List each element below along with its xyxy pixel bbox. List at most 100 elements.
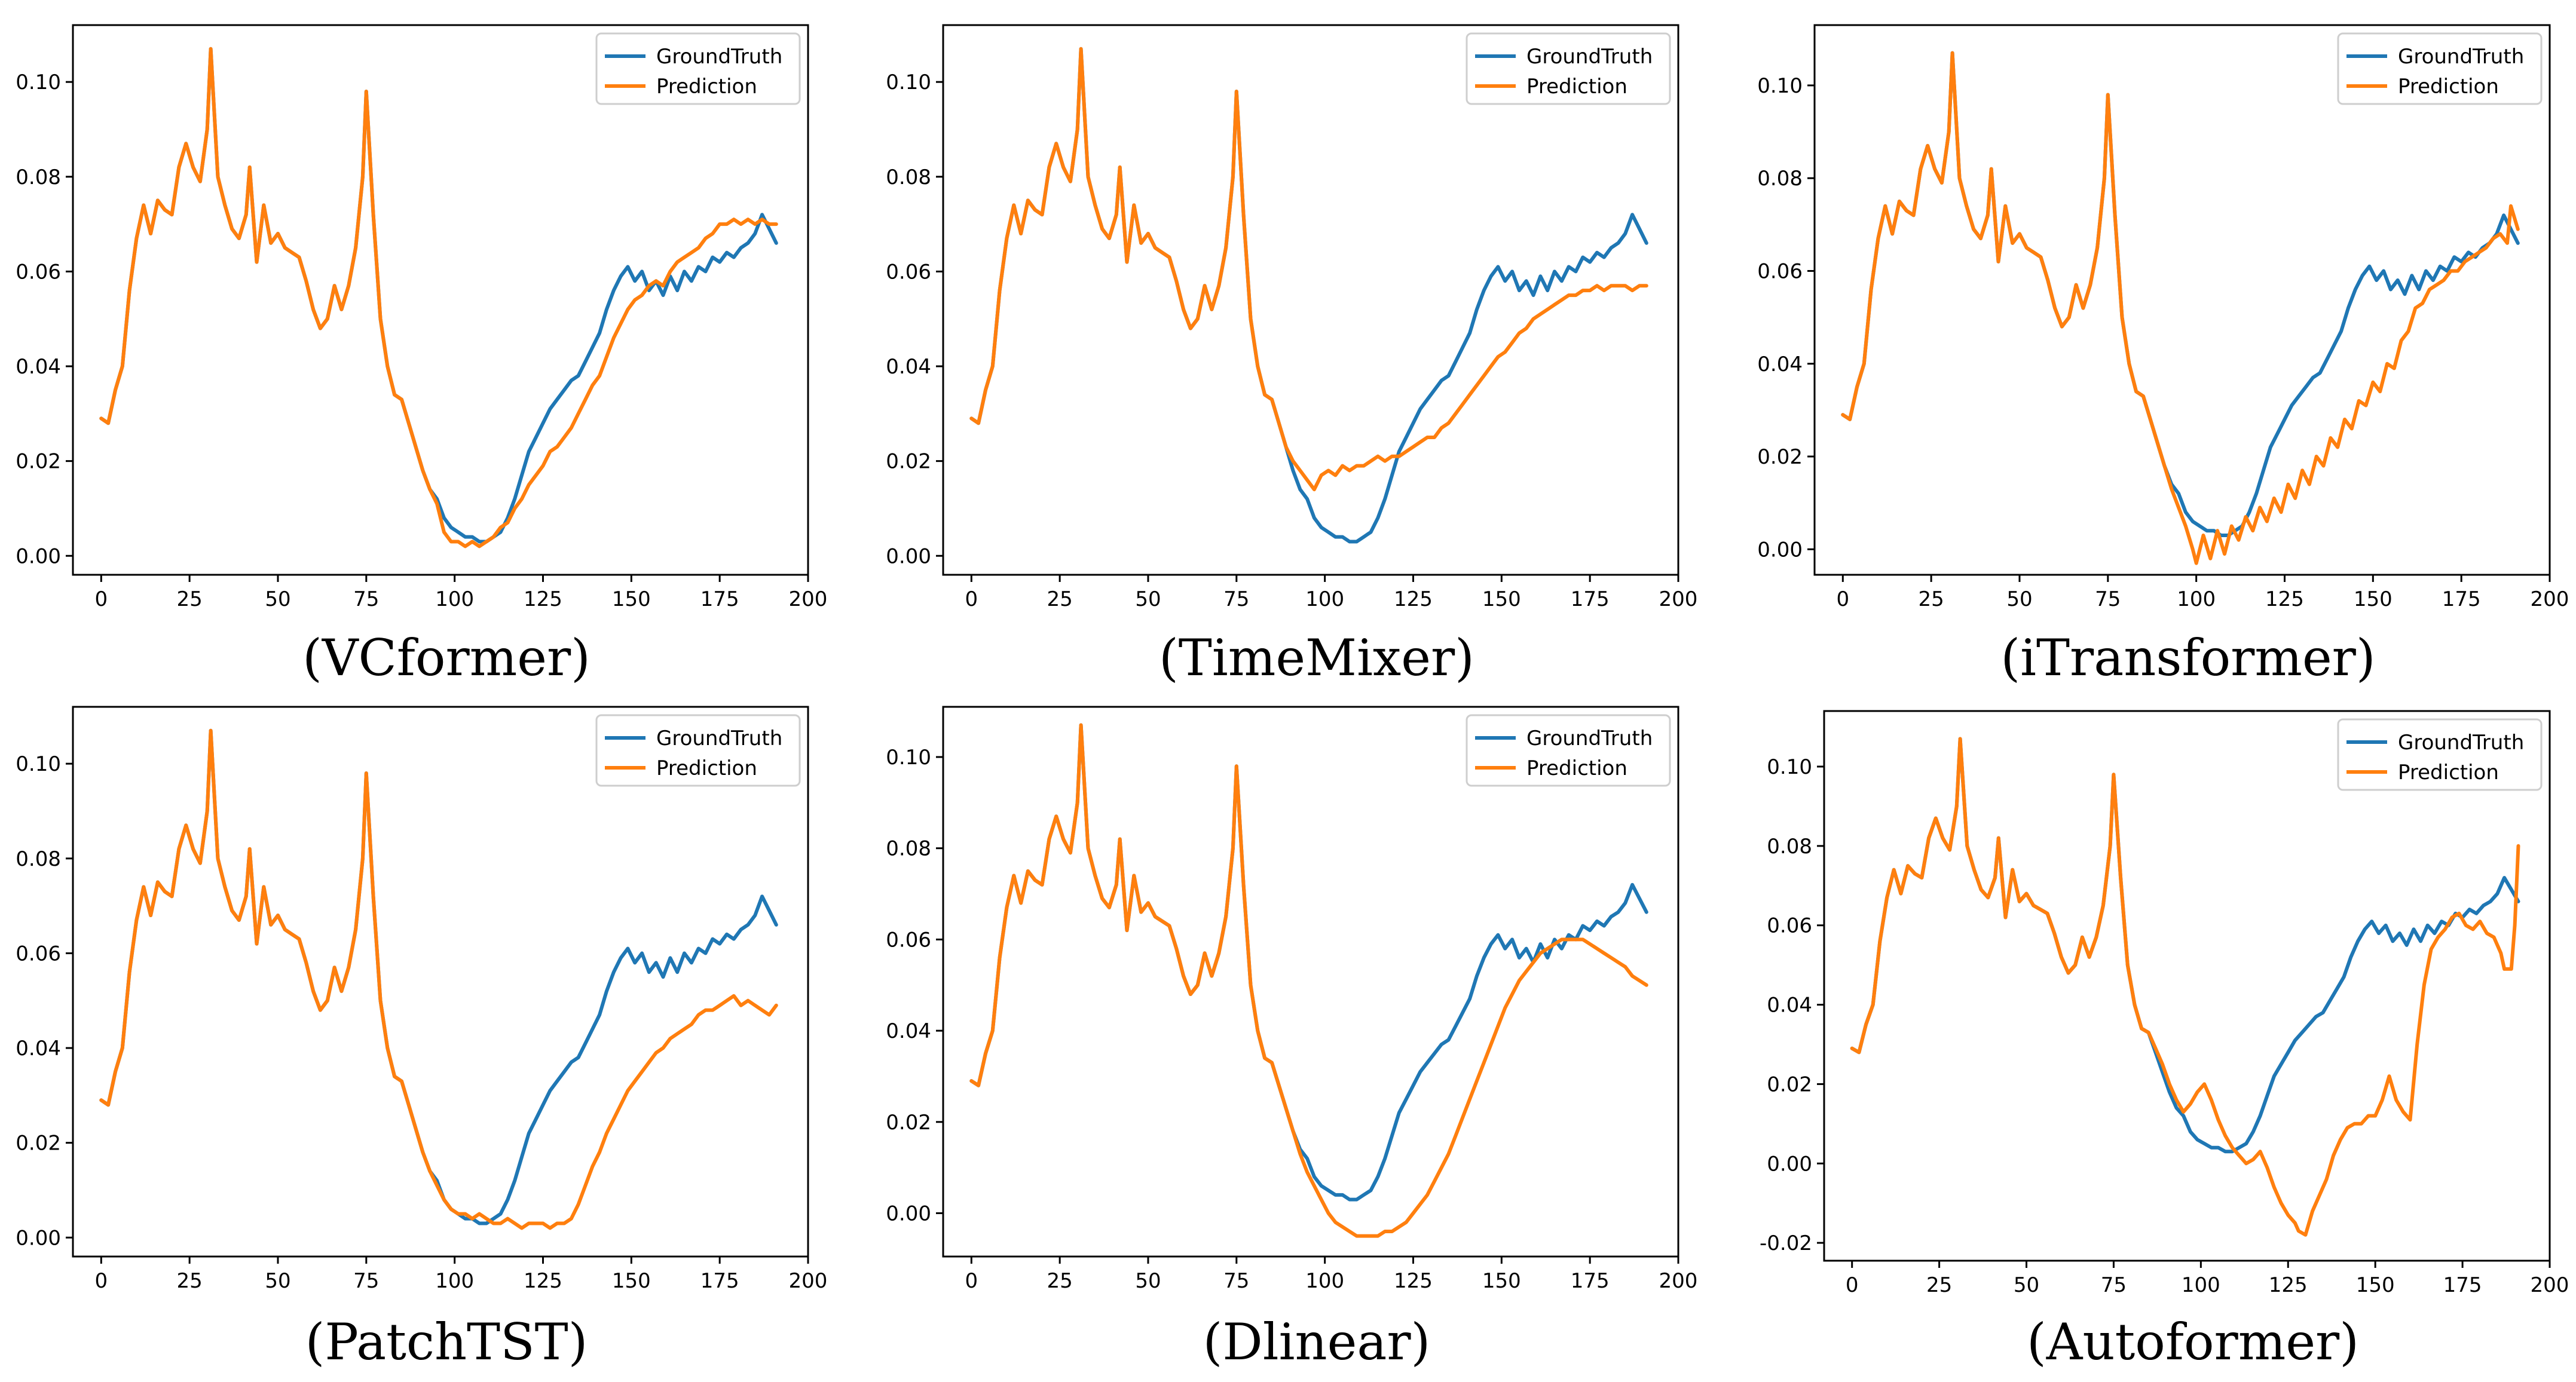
x-tick-label: 125 <box>1394 587 1433 611</box>
x-tick-label: 150 <box>2356 1273 2395 1297</box>
legend-box <box>2337 32 2543 105</box>
chart-caption: (VCformer) <box>302 629 591 687</box>
x-tick-label: 200 <box>789 1269 828 1293</box>
x-tick-label: 75 <box>353 1269 379 1293</box>
y-tick-label: 0.08 <box>16 166 61 189</box>
y-tick-label: 0.06 <box>16 942 61 966</box>
axes-frame <box>942 24 1679 576</box>
y-tick-label: 0.08 <box>16 847 61 871</box>
chart-panel-autoformer: 0 25 50 75 100 125 150 175 200 -0.02 0.00 0.02 0.04 0… <box>1760 710 2569 1371</box>
y-tick-label: 0.10 <box>886 71 931 94</box>
x-tick-label: 50 <box>1135 587 1161 611</box>
x-tick-label: 175 <box>2443 1273 2482 1297</box>
y-tick-label: 0.10 <box>886 746 931 770</box>
x-tick-label: 50 <box>2014 1273 2039 1297</box>
axes-frame <box>1823 710 2551 1262</box>
y-tick-label: 0.06 <box>886 928 931 952</box>
x-tick-label: 100 <box>1305 587 1344 611</box>
y-tick-label: 0.10 <box>1757 74 1803 98</box>
chart-panel-dlinear: 0 25 50 75 100 125 150 175 200 0.00 0.02 0.04 0.06 0.… <box>886 706 1698 1371</box>
series-line-prediction <box>969 723 1648 1238</box>
y-tick-label: 0.06 <box>1757 259 1803 283</box>
x-tick-label: 200 <box>1659 1269 1698 1293</box>
legend-box <box>1466 32 1671 105</box>
x-tick-label: 50 <box>1135 1269 1161 1293</box>
x-tick-label: 75 <box>2101 1273 2127 1297</box>
legend-label-groundtruth: GroundTruth <box>656 727 782 750</box>
x-tick-label: 175 <box>1571 587 1610 611</box>
chart-caption: (Autoformer) <box>2027 1313 2359 1371</box>
x-tick-label: 75 <box>2095 587 2121 611</box>
x-tick-label: 200 <box>2531 1273 2569 1297</box>
x-tick-label: 25 <box>1047 1269 1073 1293</box>
y-tick-label: 0.00 <box>16 1226 61 1250</box>
y-tick-label: 0.04 <box>1757 353 1803 376</box>
chart-panel-patchtst: 0 25 50 75 100 125 150 175 200 0.00 0.02 0.04 0.06 0.… <box>16 706 828 1371</box>
x-tick-label: 50 <box>265 587 290 611</box>
x-tick-label: 125 <box>524 587 562 611</box>
x-tick-label: 100 <box>435 1269 474 1293</box>
y-tick-label: 0.04 <box>1767 994 1812 1018</box>
series-line-prediction <box>99 47 778 548</box>
y-tick-label: 0.04 <box>16 1037 61 1061</box>
chart-panel-vcformer: 0 25 50 75 100 125 150 175 200 0.00 0.02 0.04 0.06 0.… <box>16 24 827 687</box>
legend-label-groundtruth: GroundTruth <box>1526 727 1653 750</box>
y-tick-label: 0.00 <box>886 1202 931 1225</box>
x-tick-label: 175 <box>1571 1269 1610 1293</box>
x-tick-label: 100 <box>2182 1273 2220 1297</box>
x-tick-label: 0 <box>1846 1273 1859 1297</box>
y-tick-label: 0.02 <box>16 1132 61 1156</box>
x-tick-label: 200 <box>1659 587 1698 611</box>
y-tick-label: 0.10 <box>16 752 61 776</box>
y-tick-label: 0.02 <box>1767 1072 1812 1096</box>
legend-label-groundtruth: GroundTruth <box>1526 45 1653 69</box>
legend-label-prediction: Prediction <box>656 756 757 780</box>
x-tick-label: 0 <box>94 587 108 611</box>
y-tick-label: 0.08 <box>1757 167 1803 191</box>
x-tick-label: 150 <box>612 1269 651 1293</box>
chart-caption: (TimeMixer) <box>1159 629 1474 687</box>
x-tick-label: 0 <box>94 1269 108 1293</box>
x-tick-label: 150 <box>612 587 651 611</box>
x-tick-label: 175 <box>700 587 739 611</box>
legend-label-groundtruth: GroundTruth <box>2398 45 2524 69</box>
legend-label-prediction: Prediction <box>1526 75 1627 99</box>
y-tick-label: 0.04 <box>16 355 61 379</box>
legend-label-prediction: Prediction <box>2398 761 2499 785</box>
y-tick-label: 0.04 <box>886 355 931 379</box>
x-tick-label: 25 <box>1047 587 1073 611</box>
chart-panel-itransformer: 0 25 50 75 100 125 150 175 200 0.00 0.02 0.04 0.06 0.… <box>1757 24 2569 687</box>
y-tick-label: 0.06 <box>16 260 61 284</box>
x-tick-label: 50 <box>265 1269 290 1293</box>
legend-box <box>595 32 801 105</box>
chart-caption: (iTransformer) <box>2000 629 2375 687</box>
y-tick-label: 0.00 <box>886 544 931 568</box>
legend-label-groundtruth: GroundTruth <box>2398 731 2524 755</box>
x-tick-label: 25 <box>177 587 203 611</box>
x-tick-label: 25 <box>1919 587 1944 611</box>
series-line-groundtruth <box>969 47 1648 544</box>
y-tick-label: 0.06 <box>886 260 931 284</box>
chart-caption: (PatchTST) <box>305 1313 588 1371</box>
legend-box <box>595 714 801 787</box>
x-tick-label: 100 <box>435 587 474 611</box>
y-tick-label: 0.08 <box>886 166 931 189</box>
series-line-prediction <box>99 728 778 1230</box>
x-tick-label: 0 <box>965 587 978 611</box>
x-tick-label: 25 <box>1926 1273 1952 1297</box>
x-tick-label: 0 <box>1836 587 1849 611</box>
axes-frame <box>72 706 809 1258</box>
x-tick-label: 150 <box>2354 587 2393 611</box>
y-tick-label: 0.00 <box>1767 1152 1812 1176</box>
series-line-groundtruth <box>99 47 778 544</box>
series-line-groundtruth <box>1850 737 2520 1154</box>
series-line-groundtruth <box>1841 51 2520 537</box>
y-tick-label: 0.08 <box>1767 835 1812 859</box>
x-tick-label: 25 <box>177 1269 203 1293</box>
x-tick-label: 200 <box>2531 587 2569 611</box>
y-tick-label: 0.08 <box>886 837 931 861</box>
x-tick-label: 125 <box>2265 587 2304 611</box>
x-tick-label: 75 <box>1223 1269 1249 1293</box>
y-tick-label: 0.04 <box>886 1019 931 1043</box>
x-tick-label: 125 <box>1394 1269 1433 1293</box>
